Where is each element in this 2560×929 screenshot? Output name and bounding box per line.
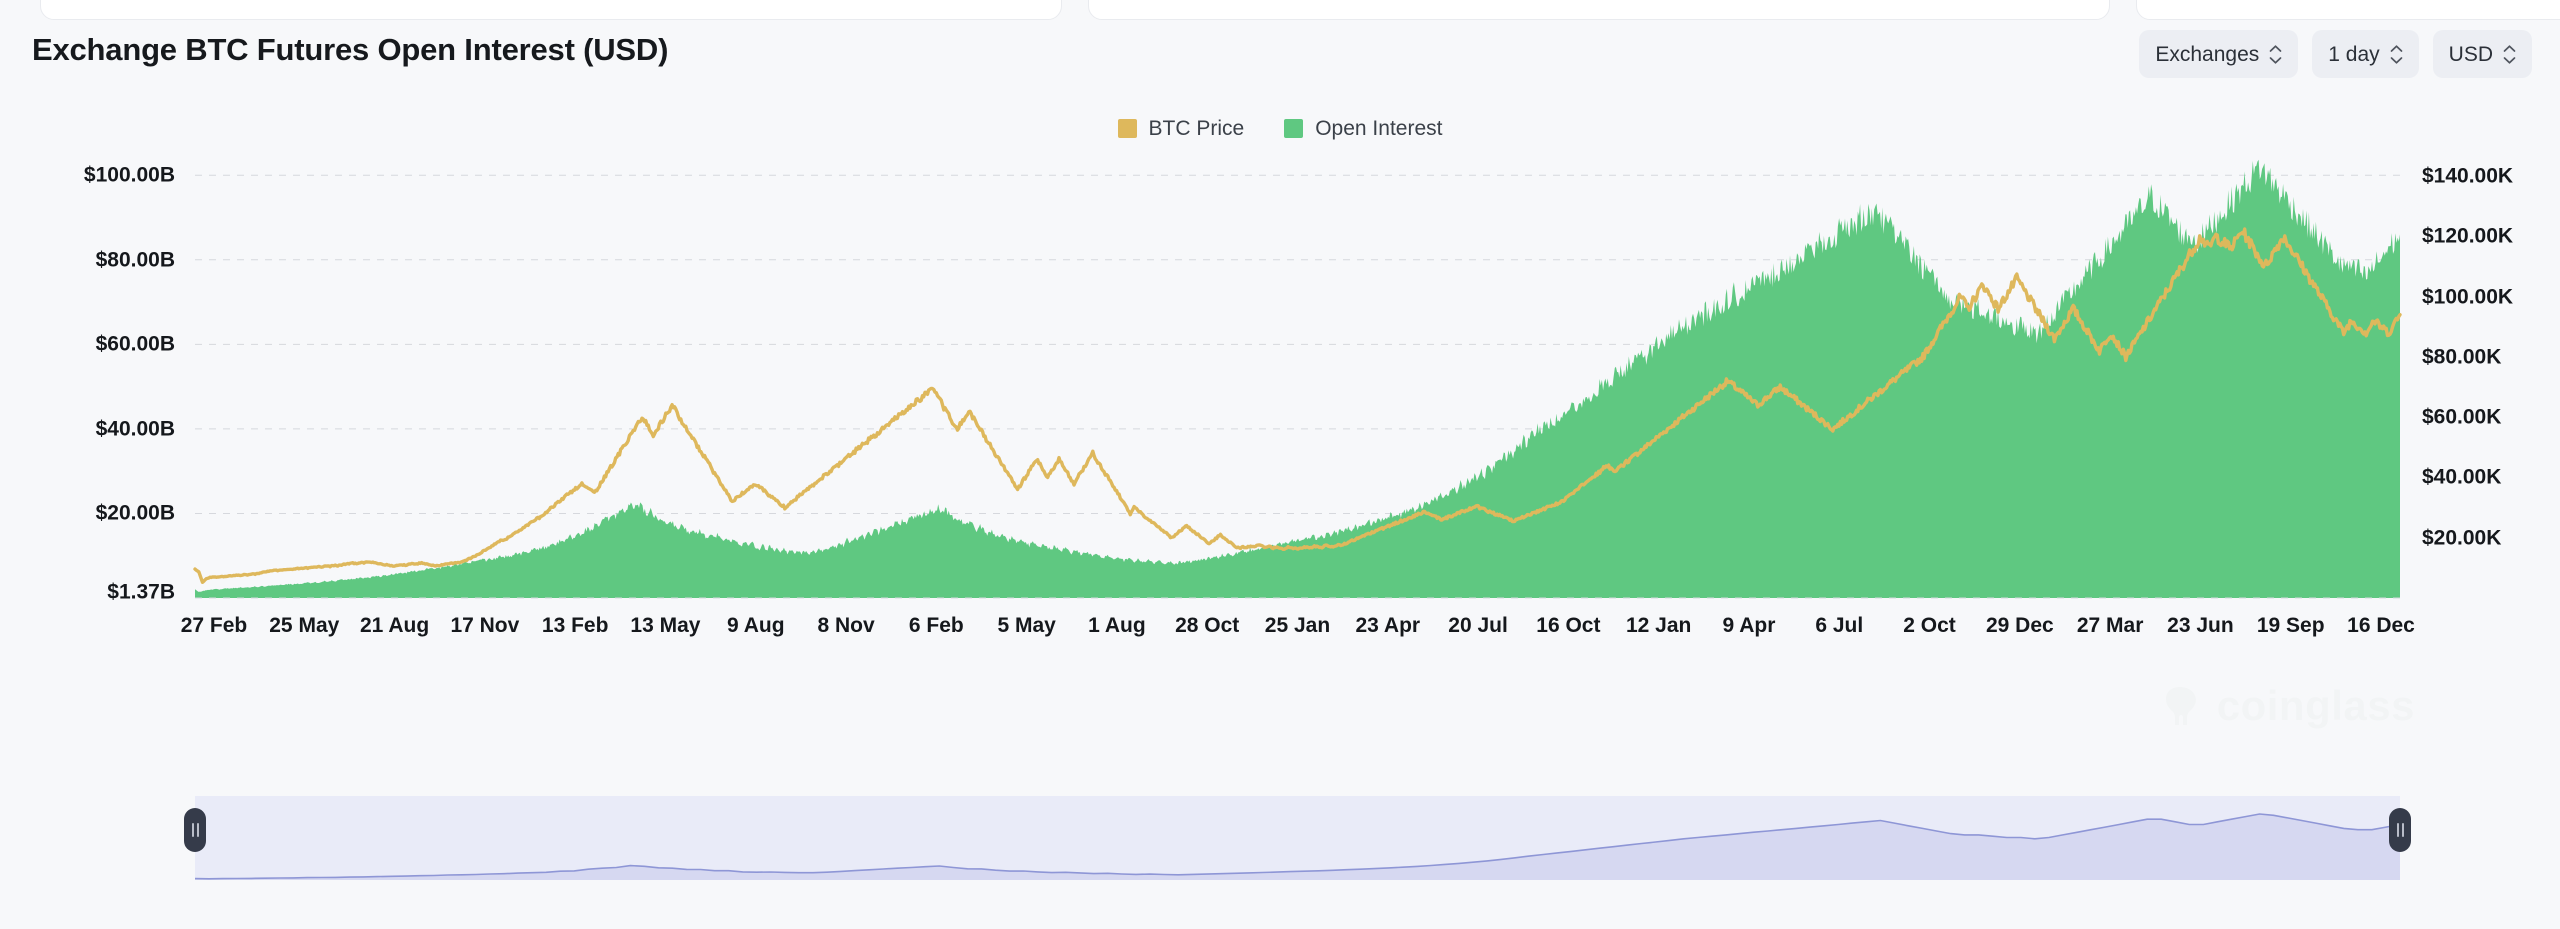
x-axis-tick: 9 Aug — [726, 614, 785, 637]
y-axis-left-tick: $60.00B — [95, 332, 175, 356]
navigator-canvas[interactable] — [0, 790, 2560, 900]
currency-select-label: USD — [2448, 42, 2493, 66]
x-axis-tick: 20 Jul — [1448, 614, 1508, 637]
y-axis-left-tick: $1.37B — [107, 580, 175, 604]
legend-open-interest-label: Open Interest — [1315, 117, 1443, 140]
y-axis-right-tick: $140.00K — [2422, 164, 2514, 188]
legend-open-interest[interactable]: Open Interest — [1284, 118, 1442, 139]
x-axis-tick: 27 Feb — [180, 614, 248, 637]
currency-select[interactable]: USD — [2432, 30, 2532, 78]
x-axis-tick: 17 Nov — [450, 614, 520, 637]
y-axis-right-tick: $60.00K — [2422, 405, 2502, 429]
y-axis-left-tick: $20.00B — [95, 501, 175, 525]
range-start-handle[interactable] — [184, 808, 206, 852]
x-axis-tick: 13 Feb — [541, 614, 609, 637]
x-axis-tick: 19 Sep — [2256, 614, 2325, 637]
x-axis-tick: 13 May — [630, 614, 701, 637]
x-axis-tick: 12 Jan — [1625, 614, 1692, 637]
x-axis-tick: 25 Jan — [1264, 614, 1331, 637]
plot-area: $1.37B $20.00B $40.00B $60.00B $80.00B $100.0… — [0, 150, 2560, 770]
x-axis-tick: 6 Feb — [908, 614, 964, 637]
y-axis-left-tick: $80.00B — [95, 248, 175, 272]
x-axis-tick: 21 Aug — [359, 614, 430, 637]
x-axis-tick: 5 May — [997, 614, 1056, 637]
chart-canvas — [193, 159, 2402, 599]
chart-controls: Exchanges 1 day USD — [2139, 30, 2532, 78]
x-axis-tick: 16 Dec — [2347, 614, 2415, 637]
x-axis-tick: 16 Oct — [1536, 614, 1601, 637]
range-end-handle[interactable] — [2389, 808, 2411, 852]
y-axis-left-tick: $100.00B — [83, 163, 175, 187]
exchanges-select[interactable]: Exchanges — [2139, 30, 2299, 78]
x-axis-tick: 29 Dec — [1985, 614, 2054, 637]
range-navigator[interactable] — [0, 790, 2560, 900]
y-axis-right-tick: $120.00K — [2422, 224, 2514, 248]
chart-header: Exchange BTC Futures Open Interest (USD)… — [0, 12, 2560, 80]
y-axis-right-tick: $40.00K — [2422, 465, 2502, 489]
x-axis-tick: 9 Apr — [1722, 614, 1776, 637]
legend-btc-price[interactable]: BTC Price — [1117, 117, 1245, 140]
chevron-updown-icon — [2269, 44, 2282, 64]
x-axis-tick: 23 Apr — [1355, 614, 1421, 637]
x-axis-tick: 2 Oct — [1903, 614, 1956, 637]
x-axis-tick: 8 Nov — [817, 614, 875, 637]
top-card-right — [2136, 0, 2560, 20]
y-axis-right-tick: $100.00K — [2422, 285, 2514, 309]
x-axis-tick: 1 Aug — [1088, 614, 1146, 637]
y-axis-left-tick: $40.00B — [95, 417, 175, 441]
x-axis-tick: 27 Mar — [2076, 614, 2144, 637]
exchanges-select-label: Exchanges — [2155, 42, 2260, 66]
x-axis-tick: 6 Jul — [1815, 614, 1864, 637]
legend-btc-price-label: BTC Price — [1148, 117, 1245, 140]
legend-btc-price-swatch — [1117, 119, 1137, 138]
legend-open-interest-swatch — [1284, 119, 1304, 138]
interval-select[interactable]: 1 day — [2312, 30, 2419, 78]
x-axis-tick: 28 Oct — [1175, 614, 1240, 637]
page-title: Exchange BTC Futures Open Interest (USD) — [32, 32, 669, 67]
chevron-updown-icon — [2503, 44, 2516, 64]
y-axis-right-tick: $80.00K — [2422, 345, 2502, 369]
x-axis-tick: 23 Jun — [2167, 614, 2234, 637]
chart-legend: BTC Price Open Interest — [0, 118, 2560, 139]
top-cards-strip — [0, 0, 2560, 20]
chevron-updown-icon — [2390, 44, 2403, 64]
x-axis-tick: 25 May — [269, 614, 340, 637]
y-axis-right-tick: $20.00K — [2422, 526, 2502, 550]
interval-select-label: 1 day — [2328, 42, 2380, 66]
